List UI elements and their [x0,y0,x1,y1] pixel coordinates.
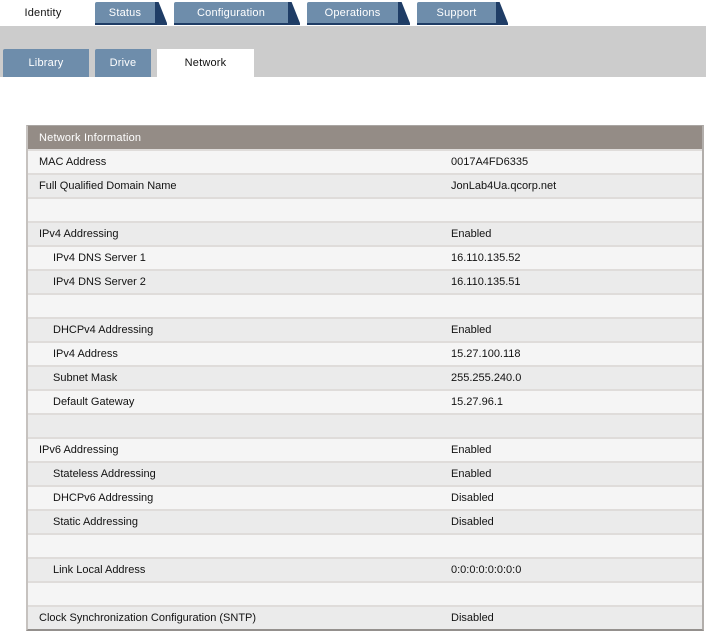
tab-fold-decoration [398,2,410,25]
tab-support[interactable]: Support [417,2,508,25]
row-label: IPv4 DNS Server 1 [53,252,146,264]
table-row: Subnet Mask 255.255.240.0 [28,365,702,389]
tab-label: Operations [307,2,398,25]
row-label: Clock Synchronization Configuration (SNT… [39,612,257,624]
tab-label: Configuration [174,2,288,25]
row-value: 15.27.100.118 [451,348,521,360]
row-label: Stateless Addressing [53,468,156,480]
table-row: IPv4 Address 15.27.100.118 [28,341,702,365]
tab-label: Library [3,49,89,77]
row-label: IPv6 Addressing [39,444,119,456]
table-row: DHCPv4 Addressing Enabled [28,317,702,341]
row-label: IPv4 Address [53,348,118,360]
subtab-network[interactable]: Network [157,49,254,77]
row-label: Default Gateway [53,396,135,408]
table-row: Link Local Address 0:0:0:0:0:0:0:0 [28,557,702,581]
table-row: DHCPv6 Addressing Disabled [28,485,702,509]
table-spacer-row [28,197,702,221]
table-row: IPv4 DNS Server 2 16.110.135.51 [28,269,702,293]
tab-fold-decoration [288,2,300,25]
table-row: Default Gateway 15.27.96.1 [28,389,702,413]
row-value: 16.110.135.52 [451,252,521,264]
table-row: MAC Address 0017A4FD6335 [28,149,702,173]
table-spacer-row [28,533,702,557]
row-label: Full Qualified Domain Name [39,180,177,192]
row-value: Enabled [451,468,492,480]
tab-operations[interactable]: Operations [307,2,410,25]
table-row: IPv4 DNS Server 1 16.110.135.52 [28,245,702,269]
table-title: Network Information [39,131,142,144]
table-row: Static Addressing Disabled [28,509,702,533]
row-label: Link Local Address [53,564,146,576]
tab-label: Support [417,2,496,25]
row-value: Enabled [451,324,492,336]
row-value: 16.110.135.51 [451,276,521,288]
subtab-library[interactable]: Library [3,49,89,77]
row-label: DHCPv6 Addressing [53,492,154,504]
tab-label: Status [95,2,155,25]
network-information-table: Network Information MAC Address 0017A4FD6… [26,125,704,631]
row-label: IPv4 DNS Server 2 [53,276,146,288]
row-value: Disabled [451,612,494,624]
tab-fold-decoration [155,2,167,25]
table-row: IPv6 Addressing Enabled [28,437,702,461]
row-value: Disabled [451,516,494,528]
row-value: JonLab4Ua.qcorp.net [451,180,557,192]
tab-status[interactable]: Status [95,2,167,25]
row-label: Static Addressing [53,516,138,528]
table-body: MAC Address 0017A4FD6335 Full Qualified Do… [28,149,702,629]
row-value: Enabled [451,444,492,456]
table-spacer-row [28,581,702,605]
tab-label: Network [157,49,254,77]
table-row: Full Qualified Domain Name JonLab4Ua.qcor… [28,173,702,197]
table-row: IPv4 Addressing Enabled [28,221,702,245]
row-value: 0:0:0:0:0:0:0:0 [451,564,522,576]
row-value: Disabled [451,492,494,504]
row-value: 255.255.240.0 [451,372,522,384]
tab-fold-decoration [496,2,508,25]
row-label: DHCPv4 Addressing [53,324,154,336]
row-label: MAC Address [39,156,107,168]
table-row: Clock Synchronization Configuration (SNT… [28,605,702,629]
row-value: 0017A4FD6335 [451,156,529,168]
tab-identity[interactable]: Identity [0,2,86,25]
row-label: IPv4 Addressing [39,228,119,240]
tab-configuration[interactable]: Configuration [174,2,300,25]
row-label: Subnet Mask [53,372,118,384]
table-spacer-row [28,413,702,437]
row-value: 15.27.96.1 [451,396,503,408]
primary-tab-bar: Identity Status Configuration Operations Sup… [0,2,508,25]
subtab-drive[interactable]: Drive [95,49,151,77]
tab-label: Identity [0,2,86,25]
table-header: Network Information [28,126,702,149]
table-row: Stateless Addressing Enabled [28,461,702,485]
row-value: Enabled [451,228,492,240]
tab-label: Drive [95,49,151,77]
secondary-tab-bar: Library Drive Network [0,49,254,77]
table-spacer-row [28,293,702,317]
